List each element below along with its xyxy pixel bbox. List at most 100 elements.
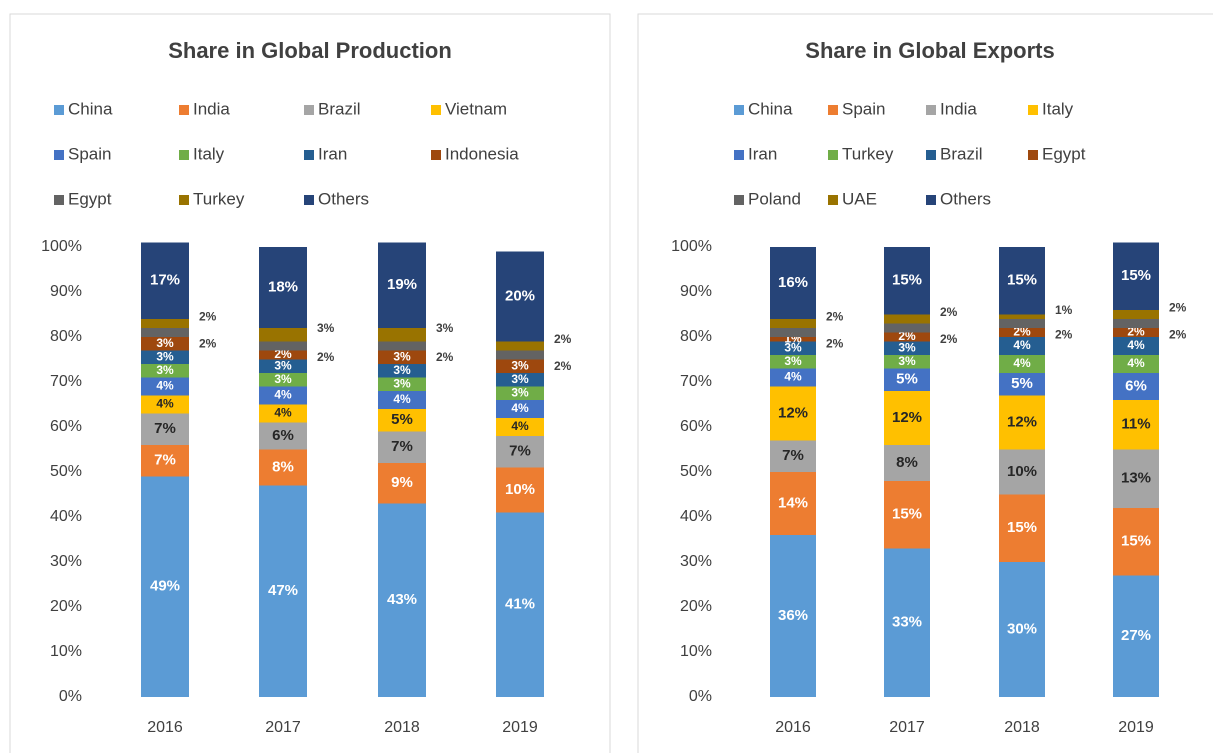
- data-label: 12%: [778, 404, 808, 421]
- data-label: 2%: [898, 329, 916, 343]
- bar-segment: [1113, 508, 1159, 576]
- bar-segment: [999, 562, 1045, 697]
- legend-label: Vietnam: [445, 99, 507, 118]
- x-tick-label: 2018: [1004, 719, 1040, 736]
- data-label: 3%: [393, 376, 411, 390]
- data-label: 2%: [1013, 325, 1031, 339]
- legend-label: Italy: [193, 144, 225, 163]
- data-label: 33%: [892, 614, 922, 631]
- data-label: 27%: [1121, 627, 1151, 644]
- data-label: 10%: [1007, 463, 1037, 480]
- data-label: 3%: [317, 321, 335, 335]
- data-label: 3%: [274, 372, 292, 386]
- data-label: 2%: [940, 332, 958, 346]
- legend-swatch: [179, 195, 189, 205]
- legend-label: Turkey: [193, 189, 245, 208]
- data-label: 20%: [505, 287, 535, 304]
- data-label: 3%: [511, 358, 529, 372]
- data-label: 2%: [436, 350, 454, 364]
- bar-segment: [1113, 575, 1159, 697]
- data-label: 13%: [1121, 470, 1151, 487]
- data-label: 5%: [896, 371, 918, 388]
- y-tick-label: 10%: [50, 643, 82, 660]
- bar-segment: [884, 314, 930, 324]
- bar-segment: [770, 337, 816, 342]
- legend-label: India: [940, 99, 977, 118]
- data-label: 15%: [1121, 533, 1151, 550]
- bar-segment: [884, 445, 930, 481]
- legend-label: Iran: [318, 144, 347, 163]
- legend-swatch: [54, 150, 64, 160]
- bar-segment: [999, 319, 1045, 328]
- x-tick-label: 2016: [775, 719, 811, 736]
- data-label: 3%: [898, 340, 916, 354]
- bar-segment: [378, 409, 426, 432]
- bar-segment: [259, 341, 307, 351]
- legend-swatch: [926, 150, 936, 160]
- bar-segment: [141, 395, 189, 414]
- data-label: 8%: [896, 454, 918, 471]
- data-label: 7%: [391, 438, 413, 455]
- legend-swatch: [304, 150, 314, 160]
- bar-segment: [378, 463, 426, 504]
- legend-label: Italy: [1042, 99, 1074, 118]
- bar-segment: [884, 341, 930, 355]
- y-tick-label: 10%: [680, 643, 712, 660]
- data-label: 7%: [782, 447, 804, 464]
- bar-segment: [141, 413, 189, 445]
- legend-label: Others: [318, 189, 369, 208]
- bar-segment: [999, 373, 1045, 396]
- data-label: 7%: [154, 420, 176, 437]
- bar-segment: [1113, 373, 1159, 400]
- bar-segment: [999, 337, 1045, 355]
- bar-segment: [770, 247, 816, 319]
- data-label: 47%: [268, 582, 298, 599]
- data-label: 43%: [387, 591, 417, 608]
- x-tick-label: 2019: [1118, 719, 1154, 736]
- data-label: 41%: [505, 596, 535, 613]
- data-label: 4%: [784, 370, 802, 384]
- bar-segment: [884, 548, 930, 697]
- bar-segment: [770, 535, 816, 697]
- data-label: 3%: [156, 336, 174, 350]
- data-label: 5%: [1011, 375, 1033, 392]
- data-label: 7%: [509, 443, 531, 460]
- bar-segment: [884, 481, 930, 549]
- x-tick-label: 2018: [384, 719, 420, 736]
- bar-segment: [770, 328, 816, 337]
- data-label: 19%: [387, 276, 417, 293]
- legend-swatch: [828, 150, 838, 160]
- bar-segment: [999, 395, 1045, 450]
- legend-swatch: [431, 105, 441, 115]
- chart-title: Share in Global Exports: [805, 38, 1054, 63]
- bar-segment: [884, 332, 930, 342]
- data-label: 14%: [778, 494, 808, 511]
- data-label: 3%: [274, 358, 292, 372]
- data-label: 3%: [393, 349, 411, 363]
- bar-segment: [1113, 328, 1159, 337]
- bar-segment: [1113, 310, 1159, 319]
- bar-segment: [259, 359, 307, 373]
- data-label: 4%: [274, 388, 292, 402]
- legend-label: Brazil: [318, 99, 361, 118]
- bar-segment: [378, 328, 426, 342]
- data-label: 4%: [511, 419, 529, 433]
- y-tick-label: 40%: [680, 508, 712, 525]
- y-tick-label: 20%: [50, 598, 82, 615]
- bar-segment: [141, 364, 189, 378]
- bar-segment: [1113, 355, 1159, 373]
- bar-segment: [259, 422, 307, 450]
- legend-swatch: [926, 195, 936, 205]
- data-label: 3%: [393, 363, 411, 377]
- legend-swatch: [1028, 105, 1038, 115]
- legend-label: Others: [940, 189, 991, 208]
- data-label: 18%: [268, 278, 298, 295]
- bar-segment: [884, 247, 930, 315]
- y-tick-label: 80%: [680, 328, 712, 345]
- bar-segment: [496, 386, 544, 400]
- data-label: 4%: [156, 379, 174, 393]
- bar-segment: [1113, 242, 1159, 310]
- bar-segment: [259, 485, 307, 697]
- bar-segment: [1113, 400, 1159, 450]
